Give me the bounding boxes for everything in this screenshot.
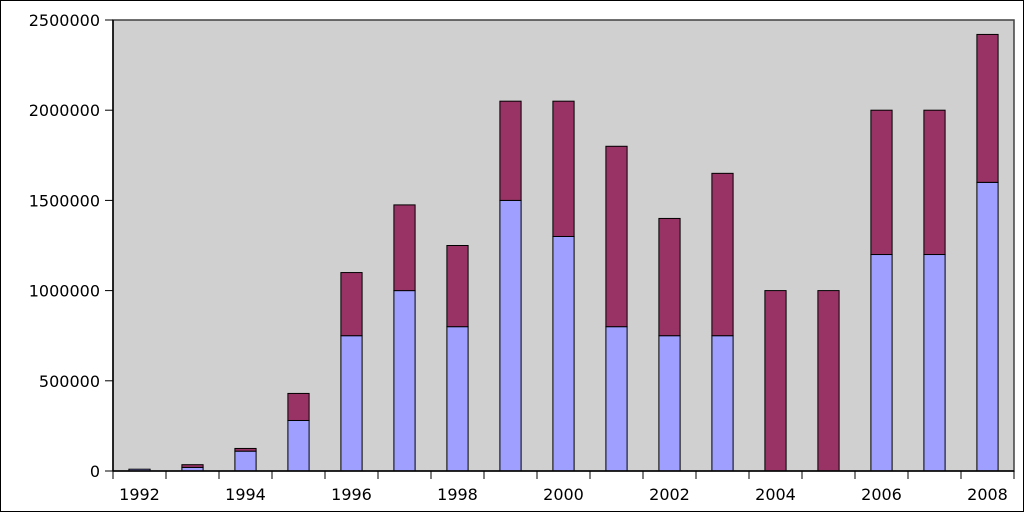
bar-2007-series-1 <box>923 254 946 472</box>
bar-2005-series-2 <box>817 290 840 472</box>
x-tick-label-1998: 1998 <box>437 485 478 504</box>
bar-1997-series-2 <box>393 204 416 292</box>
tick-labels-layer: 1992 1994 1996 1998 2000 2002 2004 2006 2008 0 500… <box>29 11 1008 504</box>
bar-1995-series-2 <box>287 392 310 421</box>
x-tick-label-2000: 2000 <box>543 485 584 504</box>
bar-1995-series-1 <box>287 419 310 472</box>
bar-2000-series-1 <box>552 235 575 472</box>
bar-1996-series-2 <box>340 272 363 337</box>
bar-2003-series-2 <box>711 172 734 337</box>
y-tick-label-500000: 500000 <box>39 372 100 391</box>
y-tick-label-1000000: 1000000 <box>29 282 100 301</box>
bar-2002-series-1 <box>658 335 681 472</box>
bar-1998-series-1 <box>446 326 469 472</box>
x-tick-label-2002: 2002 <box>649 485 690 504</box>
x-tick-label-1994: 1994 <box>225 485 266 504</box>
bar-1996-series-1 <box>340 335 363 472</box>
bar-2007-series-2 <box>923 109 946 256</box>
bar-1999-series-2 <box>499 100 522 201</box>
x-tick-label-1992: 1992 <box>119 485 160 504</box>
y-tick-label-2500000: 2500000 <box>29 11 100 30</box>
bar-2002-series-2 <box>658 217 681 337</box>
x-tick-label-2004: 2004 <box>755 485 796 504</box>
bar-1999-series-1 <box>499 199 522 472</box>
bar-1998-series-2 <box>446 245 469 328</box>
y-tick-label-0: 0 <box>90 462 100 481</box>
bar-2000-series-2 <box>552 100 575 237</box>
y-tick-label-2000000: 2000000 <box>29 101 100 120</box>
bar-2008-series-2 <box>976 33 999 183</box>
bar-1993-series-2 <box>181 464 204 468</box>
x-tick-label-1996: 1996 <box>331 485 372 504</box>
bar-2001-series-2 <box>605 145 628 328</box>
bars-layer <box>128 33 999 472</box>
bar-2004-series-2 <box>764 290 787 472</box>
bar-2006-series-2 <box>870 109 893 256</box>
bar-1994-series-2 <box>234 447 257 452</box>
bar-1997-series-1 <box>393 290 416 472</box>
axes-layer <box>105 19 1015 479</box>
bar-2006-series-1 <box>870 254 893 472</box>
x-tick-label-2006: 2006 <box>861 485 902 504</box>
bar-2003-series-1 <box>711 335 734 472</box>
bar-1994-series-1 <box>234 450 257 472</box>
bar-2001-series-1 <box>605 326 628 472</box>
bar-2008-series-1 <box>976 181 999 472</box>
x-tick-label-2008: 2008 <box>967 485 1008 504</box>
y-tick-label-1500000: 1500000 <box>29 191 100 210</box>
